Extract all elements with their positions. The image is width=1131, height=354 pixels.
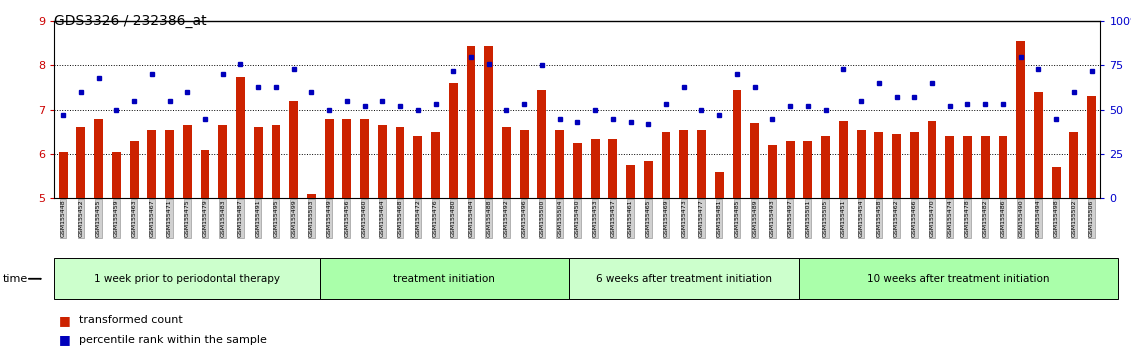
Bar: [1052, 167, 1061, 198]
Text: treatment initiation: treatment initiation: [394, 274, 495, 284]
Bar: [839, 121, 848, 198]
Bar: [130, 141, 138, 198]
Bar: [147, 130, 156, 198]
Bar: [892, 134, 901, 198]
Bar: [360, 119, 369, 198]
Bar: [112, 152, 121, 198]
Bar: [378, 125, 387, 198]
Bar: [946, 136, 955, 198]
Bar: [909, 132, 918, 198]
Text: transformed count: transformed count: [79, 315, 183, 325]
Bar: [1070, 132, 1078, 198]
Bar: [396, 127, 405, 198]
Bar: [733, 90, 742, 198]
Bar: [697, 130, 706, 198]
Bar: [680, 130, 688, 198]
Bar: [200, 150, 209, 198]
Bar: [77, 127, 85, 198]
Text: 10 weeks after treatment initiation: 10 weeks after treatment initiation: [867, 274, 1050, 284]
Bar: [627, 165, 634, 198]
Bar: [236, 76, 245, 198]
Bar: [608, 138, 618, 198]
Bar: [183, 125, 192, 198]
Bar: [750, 123, 759, 198]
Bar: [786, 141, 795, 198]
Text: ■: ■: [59, 333, 70, 346]
Bar: [325, 119, 334, 198]
Bar: [999, 136, 1008, 198]
Bar: [484, 46, 493, 198]
Bar: [467, 46, 475, 198]
Text: time: time: [2, 274, 27, 284]
Bar: [307, 194, 316, 198]
Text: percentile rank within the sample: percentile rank within the sample: [79, 335, 267, 345]
Bar: [413, 136, 422, 198]
Text: GDS3326 / 232386_at: GDS3326 / 232386_at: [54, 14, 207, 28]
Bar: [1034, 92, 1043, 198]
Bar: [59, 152, 68, 198]
Bar: [431, 132, 440, 198]
Text: 6 weeks after treatment initiation: 6 weeks after treatment initiation: [596, 274, 771, 284]
Bar: [290, 101, 299, 198]
Bar: [821, 136, 830, 198]
Bar: [1017, 41, 1025, 198]
Bar: [343, 119, 352, 198]
Bar: [520, 130, 528, 198]
Bar: [253, 127, 262, 198]
Bar: [555, 130, 564, 198]
Bar: [927, 121, 936, 198]
Bar: [856, 130, 865, 198]
Bar: [962, 136, 972, 198]
Bar: [449, 83, 458, 198]
Bar: [803, 141, 812, 198]
Bar: [662, 132, 671, 198]
Bar: [573, 143, 581, 198]
Bar: [981, 136, 990, 198]
Bar: [271, 125, 280, 198]
Bar: [768, 145, 777, 198]
Bar: [165, 130, 174, 198]
Bar: [590, 138, 599, 198]
Bar: [644, 161, 653, 198]
Text: ■: ■: [59, 314, 70, 327]
Bar: [502, 127, 511, 198]
Bar: [94, 119, 103, 198]
Text: 1 week prior to periodontal therapy: 1 week prior to periodontal therapy: [94, 274, 280, 284]
Bar: [537, 90, 546, 198]
Bar: [218, 125, 227, 198]
Bar: [874, 132, 883, 198]
Bar: [715, 172, 724, 198]
Bar: [1087, 97, 1096, 198]
